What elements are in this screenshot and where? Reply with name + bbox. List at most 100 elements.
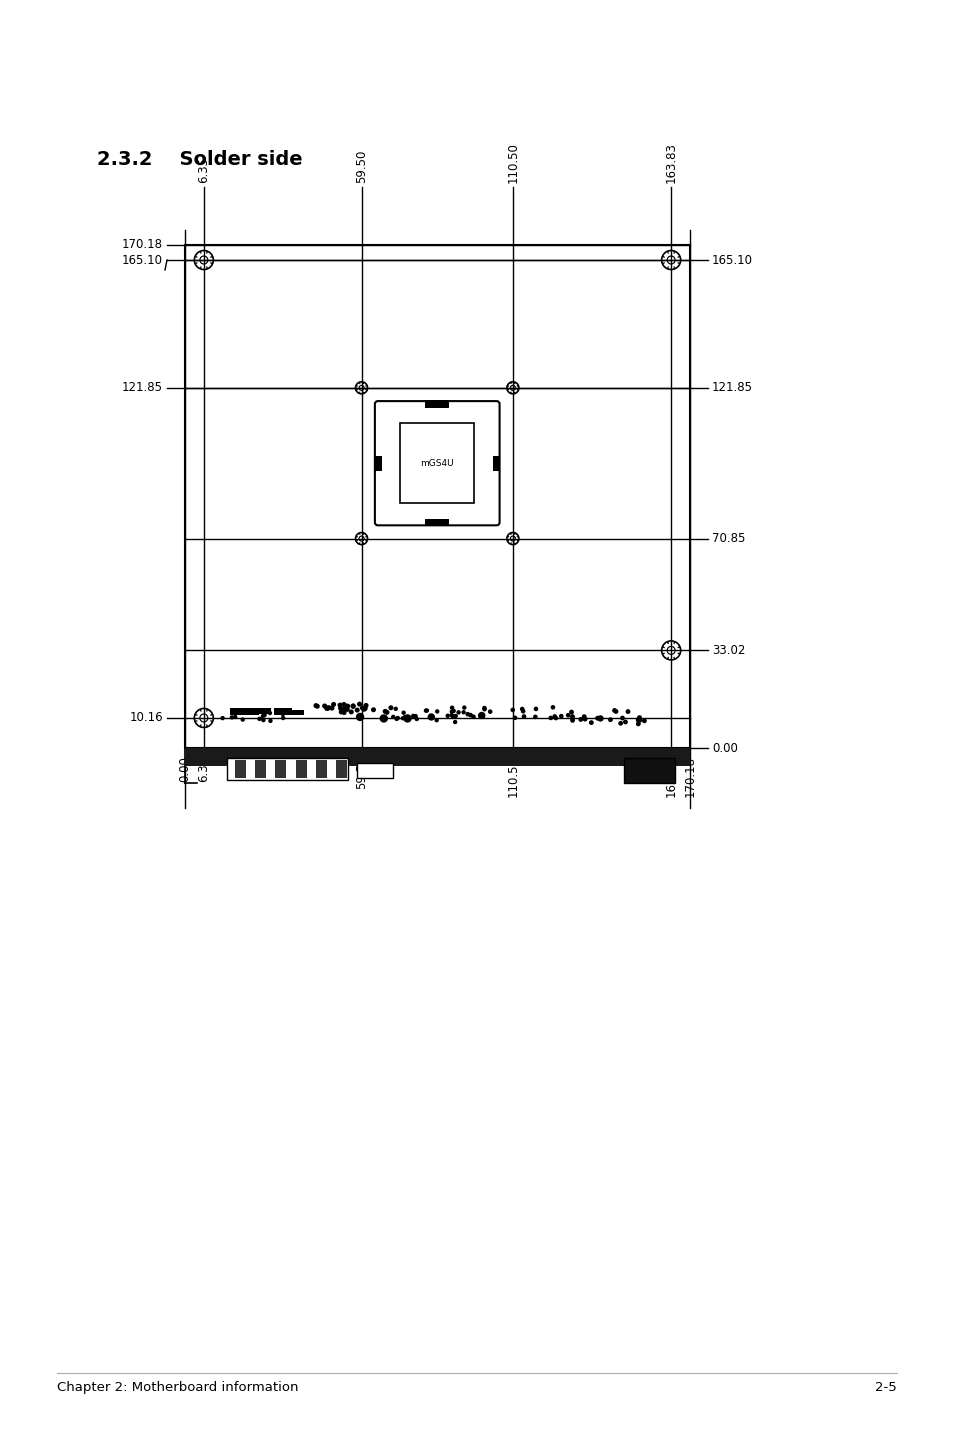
Text: 0.00: 0.00 [178, 756, 192, 782]
Circle shape [363, 706, 367, 710]
Circle shape [559, 715, 562, 718]
Circle shape [364, 703, 368, 707]
Circle shape [404, 715, 411, 722]
Circle shape [569, 710, 573, 713]
Circle shape [551, 706, 554, 709]
Circle shape [281, 713, 284, 716]
Circle shape [327, 706, 331, 709]
Text: 59.50: 59.50 [355, 150, 368, 183]
Circle shape [478, 712, 484, 719]
Bar [289, 709, 303, 716]
Circle shape [392, 715, 395, 719]
Text: mGS4U: mGS4U [420, 459, 454, 467]
Circle shape [383, 709, 387, 713]
Bar [335, 761, 347, 778]
Circle shape [394, 707, 396, 710]
Circle shape [261, 715, 264, 718]
Bar [259, 707, 271, 715]
Circle shape [349, 710, 353, 713]
Circle shape [322, 705, 326, 707]
Circle shape [415, 718, 417, 720]
Bar [185, 748, 689, 766]
Circle shape [513, 716, 517, 719]
Text: 163.83: 163.83 [664, 756, 677, 797]
Circle shape [454, 715, 456, 718]
Bar [295, 761, 306, 778]
Circle shape [521, 710, 524, 713]
Bar [425, 519, 449, 526]
Circle shape [332, 703, 335, 706]
Text: 0.00: 0.00 [711, 742, 737, 755]
Circle shape [589, 720, 593, 725]
Circle shape [488, 710, 491, 713]
Circle shape [263, 713, 266, 716]
Bar [493, 456, 499, 470]
Circle shape [338, 706, 342, 710]
Circle shape [620, 716, 623, 720]
Text: 165.10: 165.10 [711, 253, 752, 266]
Circle shape [403, 716, 406, 719]
Circle shape [608, 718, 612, 722]
Bar [623, 758, 674, 784]
Circle shape [325, 706, 329, 710]
Bar [226, 758, 348, 779]
Text: 121.85: 121.85 [122, 381, 163, 394]
Circle shape [582, 715, 585, 719]
Circle shape [436, 710, 438, 713]
Circle shape [554, 716, 557, 719]
Circle shape [482, 707, 486, 710]
Circle shape [450, 706, 453, 709]
Bar [244, 707, 259, 716]
Circle shape [269, 719, 272, 722]
Circle shape [372, 707, 375, 712]
Circle shape [636, 718, 640, 722]
Circle shape [618, 722, 621, 725]
Circle shape [472, 715, 475, 718]
Circle shape [478, 715, 481, 718]
Bar [315, 761, 327, 778]
Circle shape [395, 718, 397, 720]
Circle shape [315, 705, 318, 707]
Circle shape [451, 715, 454, 718]
Circle shape [534, 707, 537, 710]
Circle shape [553, 715, 556, 718]
Circle shape [314, 703, 317, 707]
Circle shape [395, 716, 399, 719]
Bar [356, 764, 393, 778]
Circle shape [454, 720, 456, 723]
Circle shape [456, 710, 459, 713]
Circle shape [522, 715, 525, 718]
Circle shape [351, 705, 355, 707]
Circle shape [357, 702, 361, 706]
Text: 2-5: 2-5 [874, 1380, 896, 1393]
Circle shape [380, 715, 387, 722]
Circle shape [424, 709, 427, 712]
Circle shape [623, 720, 626, 723]
Circle shape [344, 705, 348, 707]
Circle shape [482, 706, 486, 710]
Circle shape [570, 715, 574, 719]
Circle shape [241, 718, 244, 720]
Text: 33.02: 33.02 [711, 644, 744, 657]
Bar [275, 761, 286, 778]
Text: 170.18: 170.18 [682, 756, 696, 797]
Text: 59.50: 59.50 [355, 756, 368, 789]
FancyBboxPatch shape [375, 401, 499, 525]
Text: Chapter 2: Motherboard information: Chapter 2: Motherboard information [57, 1380, 298, 1393]
Circle shape [598, 716, 602, 720]
Circle shape [520, 707, 523, 710]
Circle shape [450, 713, 453, 716]
Bar [374, 456, 381, 470]
Circle shape [428, 713, 434, 720]
Circle shape [342, 703, 345, 706]
Bar [425, 400, 449, 408]
Circle shape [401, 716, 404, 720]
Bar [185, 244, 689, 748]
Circle shape [462, 706, 465, 709]
Circle shape [642, 719, 645, 722]
Text: 163.83: 163.83 [664, 142, 677, 183]
Circle shape [339, 710, 343, 713]
Text: 110.50: 110.50 [506, 142, 518, 183]
Circle shape [534, 715, 537, 719]
Text: 110.50: 110.50 [506, 756, 518, 797]
